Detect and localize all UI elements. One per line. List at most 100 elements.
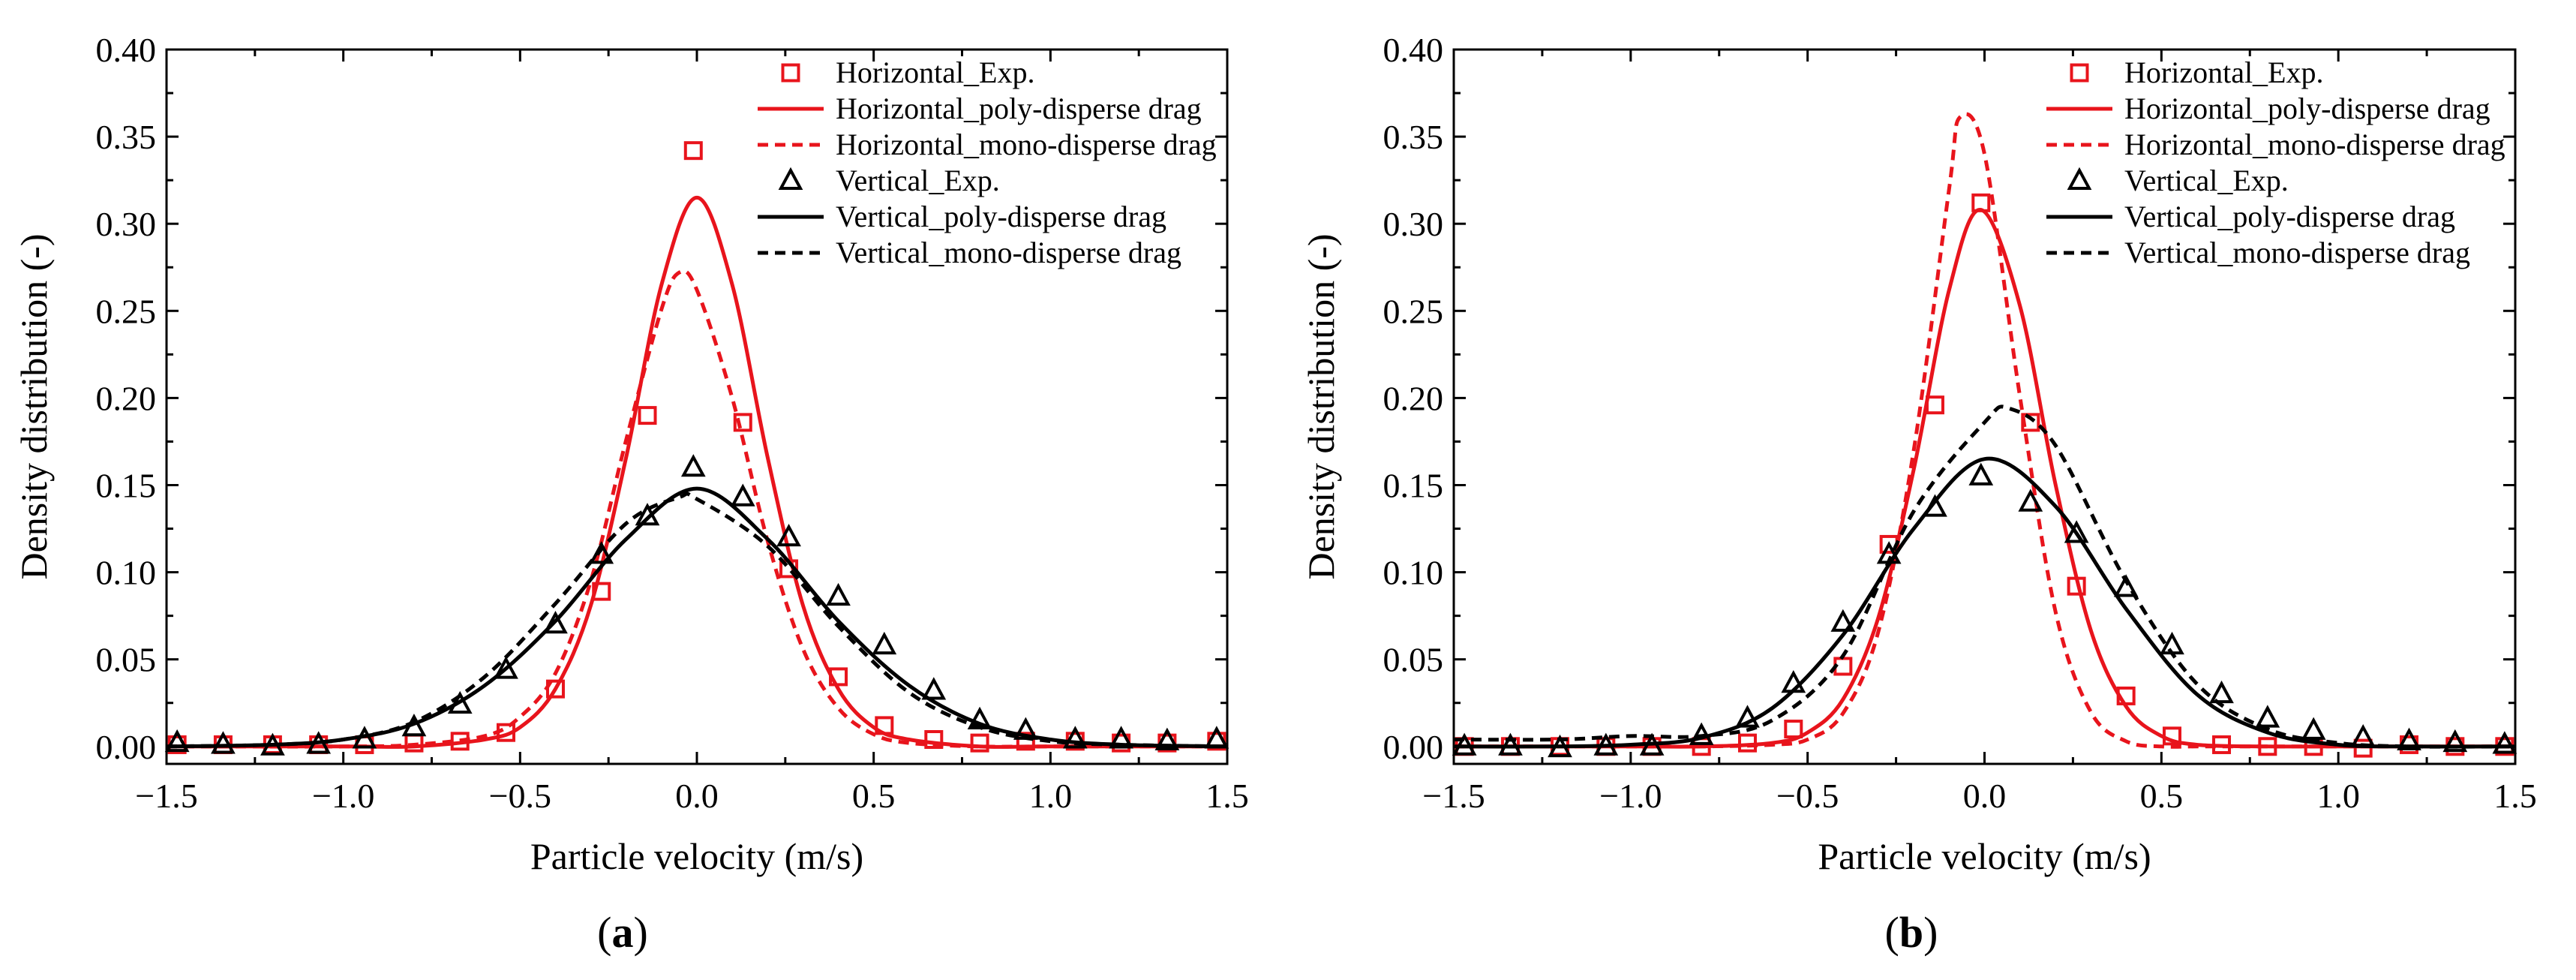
chart-panel-b: −1.5 −1.0 −0.5 0.0 0.5 1.0 1.5 0.00 0.05 0.10 0.15… [1300, 31, 2537, 957]
data-point-vertical-exp [1830, 609, 1856, 632]
x-tick-label: −0.5 [1776, 777, 1839, 815]
legend-swatch-horizontal-exp [781, 63, 800, 83]
panel-label-open: ( [1885, 908, 1899, 957]
series-line-vertical-mono-disperse-drag [166, 492, 1228, 749]
data-point-horizontal-exp [1784, 720, 1803, 739]
data-point-vertical-exp [872, 631, 897, 655]
data-point-vertical-exp [2301, 717, 2326, 740]
y-tick-label: 0.05 [1383, 641, 1444, 679]
y-tick-label: 0.30 [1383, 205, 1444, 243]
y-tick-label: 0.15 [1383, 466, 1444, 504]
data-point-vertical-exp [1062, 726, 1088, 749]
data-point-horizontal-exp [683, 141, 703, 161]
series-line-horizontal-poly-disperse-drag [166, 195, 1227, 749]
data-point-vertical-exp [164, 729, 190, 753]
data-point-horizontal-exp [1925, 395, 1944, 415]
data-point-vertical-exp [1109, 726, 1133, 749]
legend-label-vertical-mono-disperse-drag: Vertical_mono-disperse drag [2124, 236, 2470, 269]
x-tick-label: 0.5 [852, 777, 896, 815]
data-point-vertical-exp [776, 523, 801, 547]
chart-panel-a: −1.5 −1.0 −0.5 0.0 0.5 1.0 1.5 0.00 0.05 0.10 0.15… [13, 31, 1249, 957]
y-tick-label: 0.40 [1383, 31, 1444, 69]
data-point-horizontal-exp [970, 733, 989, 753]
x-axis-label: Particle velocity (m/s) [530, 835, 863, 877]
data-point-vertical-exp [2018, 488, 2043, 512]
legend-label-horizontal-mono-disperse-drag: Horizontal_mono-disperse drag [836, 128, 1217, 161]
data-point-vertical-exp [2492, 731, 2517, 754]
series-line-vertical-mono-disperse-drag [1453, 404, 2516, 749]
y-tick-label: 0.10 [96, 554, 157, 592]
x-tick-label: 0.0 [1963, 777, 2007, 815]
data-point-vertical-exp [2209, 680, 2234, 704]
y-tick-label: 0.05 [96, 641, 157, 679]
legend-label-vertical-exp: Vertical_Exp. [836, 164, 1000, 197]
legend-label-horizontal-poly-disperse-drag: Horizontal_poly-disperse drag [2124, 92, 2490, 125]
y-tick-label: 0.20 [96, 379, 157, 417]
x-tick-label: 1.0 [1029, 777, 1073, 815]
y-tick-label: 0.35 [96, 118, 157, 156]
y-tick-label: 0.25 [1383, 292, 1444, 330]
x-tick-label: −1.5 [135, 777, 197, 815]
x-tick-label: −0.5 [489, 777, 551, 815]
x-axis-label: Particle velocity (m/s) [1818, 835, 2151, 877]
data-point-vertical-exp [2397, 727, 2421, 750]
x-tick-label: 1.0 [2316, 777, 2360, 815]
x-tick-label: −1.5 [1422, 777, 1485, 815]
y-tick-label: 0.00 [1383, 728, 1444, 766]
legend-swatch-vertical-exp [2067, 167, 2092, 190]
legend: Horizontal_Exp.Horizontal_poly-disperse … [758, 56, 1217, 269]
data-point-vertical-exp [2064, 520, 2089, 543]
series-line-vertical-poly-disperse-drag [166, 486, 1228, 749]
data-point-vertical-exp [1735, 705, 1760, 728]
data-point-vertical-exp [2442, 729, 2468, 753]
y-tick-label: 0.40 [96, 31, 157, 69]
legend-label-horizontal-mono-disperse-drag: Horizontal_mono-disperse drag [2124, 128, 2505, 161]
data-point-horizontal-exp [638, 406, 657, 425]
legend: Horizontal_Exp.Horizontal_poly-disperse … [2046, 56, 2505, 269]
panel-label-letter: a [612, 908, 634, 957]
data-point-vertical-exp [680, 454, 706, 477]
legend-label-horizontal-exp: Horizontal_Exp. [2124, 56, 2324, 89]
y-tick-label: 0.00 [96, 728, 157, 766]
panel-label-open: ( [597, 908, 611, 957]
plot-area [164, 141, 1229, 756]
panel-label: (a) [597, 908, 648, 957]
data-point-vertical-exp [2350, 723, 2376, 747]
data-point-vertical-exp [543, 611, 568, 634]
panel-label-close: ) [634, 908, 648, 957]
x-tick-label: −1.0 [1599, 777, 1662, 815]
y-tick-label: 0.15 [96, 466, 157, 504]
x-tick-label: 0.0 [675, 777, 719, 815]
legend-label-vertical-exp: Vertical_Exp. [2124, 164, 2289, 197]
series-line-horizontal-poly-disperse-drag [1453, 208, 2515, 749]
legend-swatch-vertical-exp [778, 167, 803, 190]
data-point-vertical-exp [1154, 727, 1180, 750]
data-point-horizontal-exp [1016, 732, 1035, 751]
data-point-vertical-exp [211, 731, 236, 754]
data-point-vertical-exp [494, 656, 518, 679]
data-point-vertical-exp [1968, 462, 1994, 485]
y-tick-label: 0.25 [96, 292, 157, 330]
x-tick-label: 0.5 [2140, 777, 2184, 815]
data-point-vertical-exp [1689, 722, 1714, 745]
data-point-vertical-exp [2255, 705, 2280, 728]
legend-label-vertical-mono-disperse-drag: Vertical_mono-disperse drag [836, 236, 1181, 269]
legend-label-vertical-poly-disperse-drag: Vertical_poly-disperse drag [836, 200, 1166, 233]
series-line-vertical-poly-disperse-drag [1453, 456, 2516, 749]
y-tick-label: 0.10 [1383, 554, 1444, 592]
x-tick-label: −1.0 [312, 777, 374, 815]
data-point-vertical-exp [921, 677, 947, 700]
legend-label-vertical-poly-disperse-drag: Vertical_poly-disperse drag [2124, 200, 2455, 233]
panel-label-letter: b [1899, 908, 1923, 957]
x-tick-label: 1.5 [1205, 777, 1249, 815]
series-line-horizontal-mono-disperse-drag [166, 269, 1227, 749]
series-line-horizontal-mono-disperse-drag [1453, 112, 2515, 749]
data-point-vertical-exp [826, 582, 851, 606]
legend-swatch-horizontal-exp [2070, 63, 2089, 83]
plot-area [1452, 112, 2517, 758]
y-axis-label: Density distribution (-) [13, 233, 55, 579]
data-point-horizontal-exp [733, 413, 752, 432]
panel-label-close: ) [1923, 908, 1938, 957]
panel-label: (b) [1885, 908, 1938, 957]
